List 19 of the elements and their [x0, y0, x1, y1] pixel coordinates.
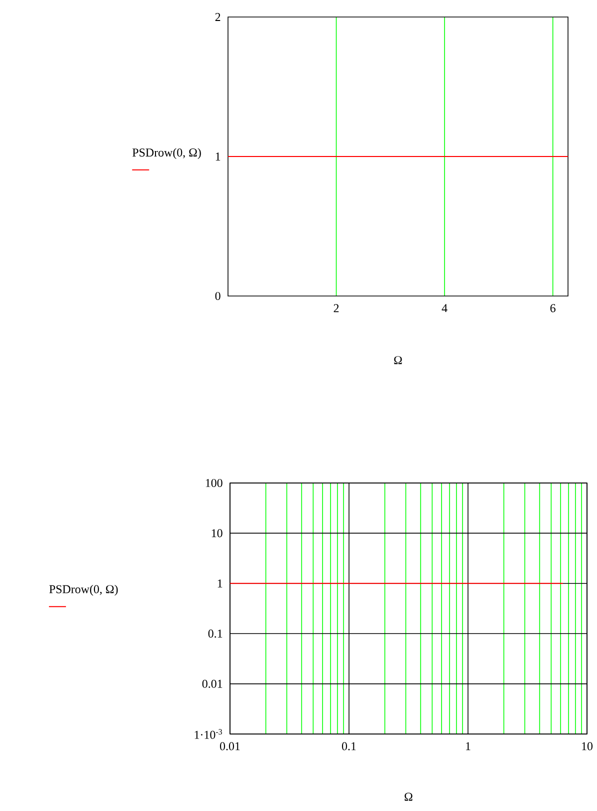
x-axis-title: Ω [404, 792, 412, 801]
y-tick-label: 1 [216, 152, 220, 160]
x-axis-title: Ω [394, 356, 402, 364]
x-tick-label: 1 [466, 742, 470, 750]
y-tick-label: 100 [206, 478, 222, 488]
y-tick-label: 1 [218, 579, 222, 588]
y-tick-label: 0.1 [208, 630, 222, 638]
y-axis-title: PSDrow(0, Ω) [132, 148, 201, 159]
x-tick-label: 6 [550, 304, 556, 312]
y-axis-title: PSDrow(0, Ω) [49, 584, 118, 596]
y-tick-label: 0.01 [202, 680, 222, 688]
y-tick-label: 10 [212, 529, 222, 538]
y-tick-label: 0 [215, 292, 220, 300]
y-tick-label: 2 [215, 13, 220, 21]
x-tick-label: 4 [442, 304, 448, 312]
x-tick-label: 0.1 [342, 742, 356, 750]
y-tick-label: 1·10$^{-3}$ [194, 729, 222, 739]
x-tick-label: 10 [582, 742, 593, 750]
x-tick-label: 2 [334, 304, 339, 312]
